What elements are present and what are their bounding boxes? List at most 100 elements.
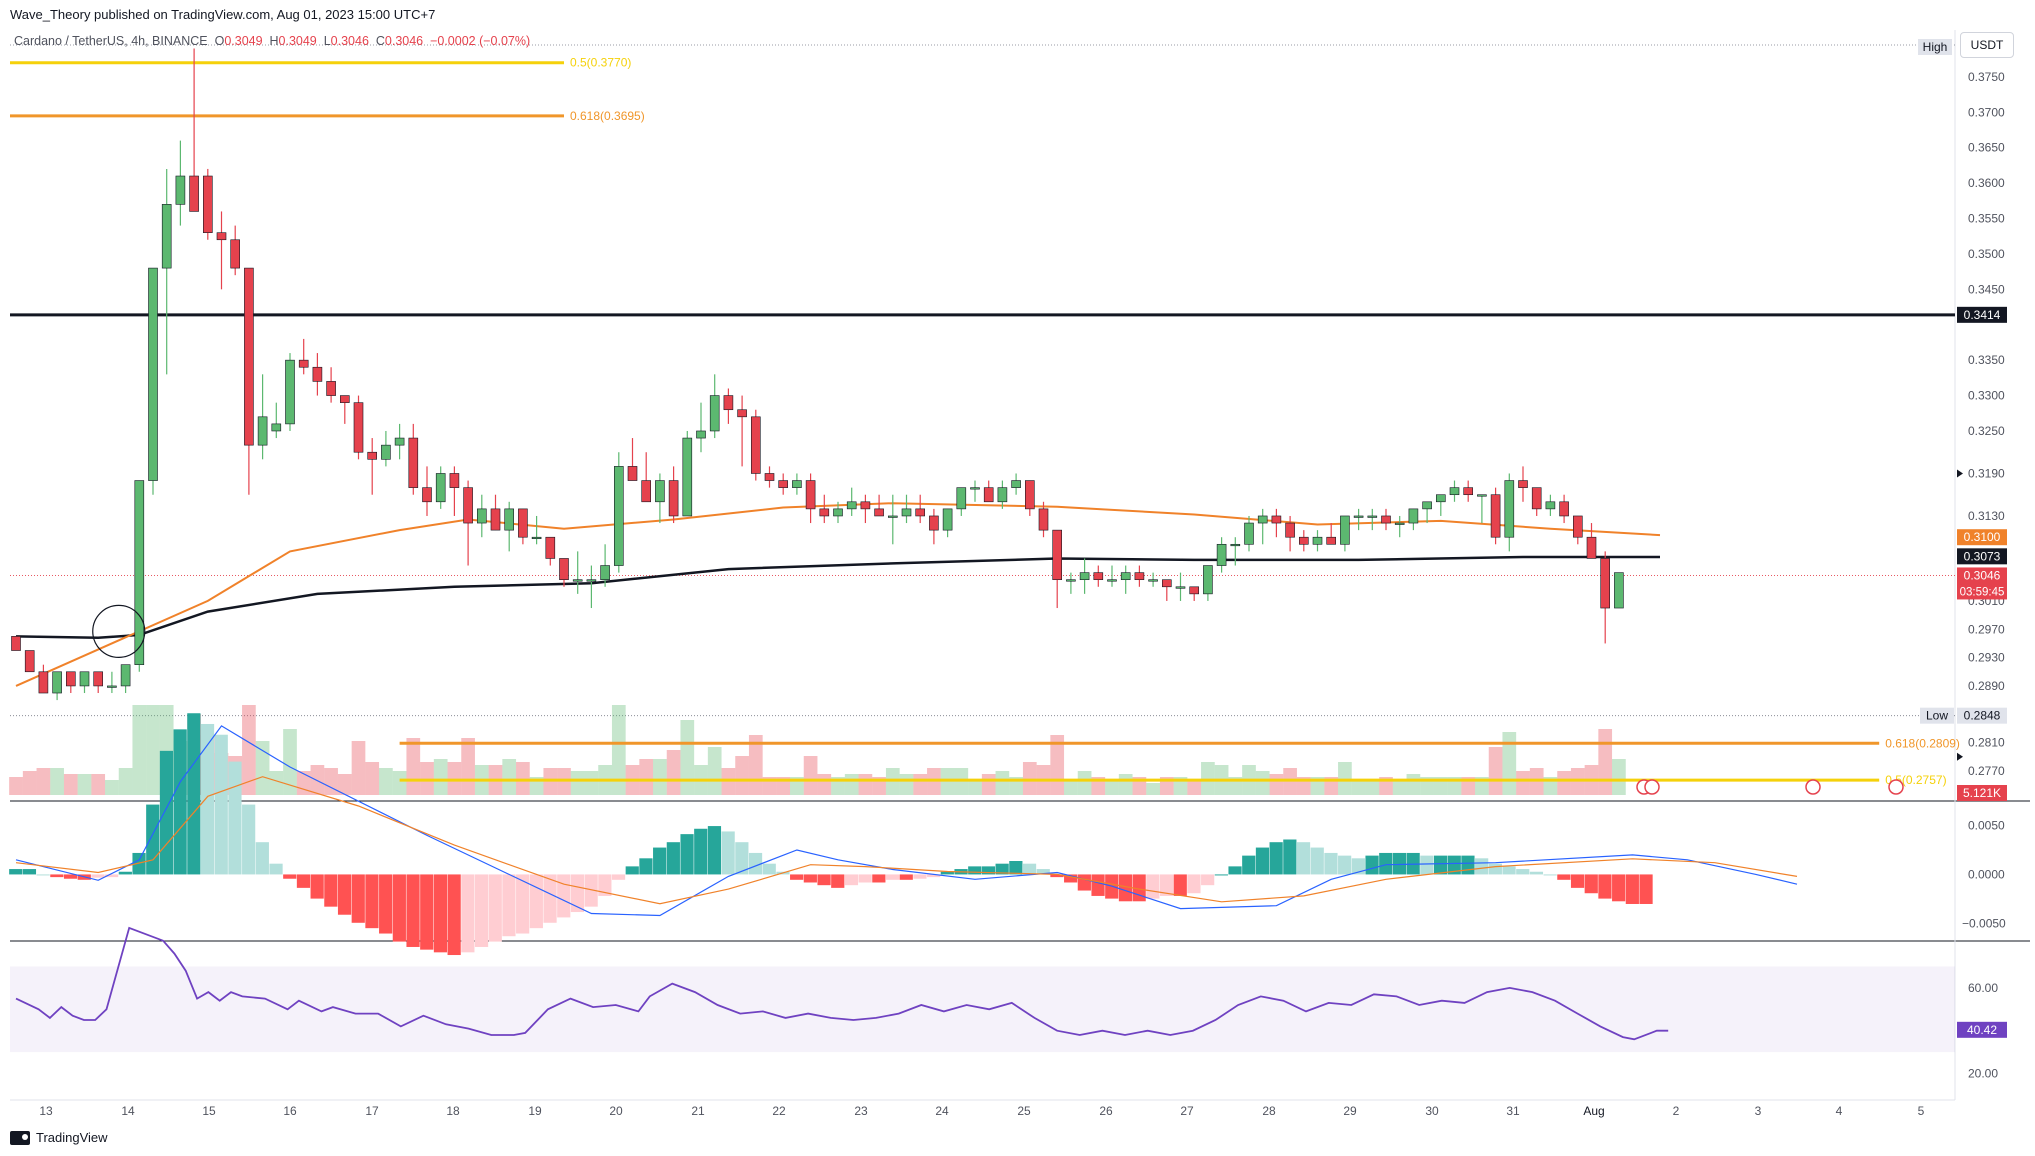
x-tick-label: 16 xyxy=(283,1104,297,1118)
level-price-tag xyxy=(1957,306,2007,323)
price-axis-marker xyxy=(1957,752,1963,761)
macd-histogram-bar xyxy=(927,874,941,878)
volume-bar xyxy=(1612,759,1626,795)
volume-bar xyxy=(666,750,681,795)
candle-body xyxy=(792,480,802,488)
macd-histogram-bar xyxy=(1228,866,1242,875)
macd-histogram-bar xyxy=(995,863,1009,875)
y-tick-label: 0.3130 xyxy=(1968,509,2005,523)
candle-body xyxy=(846,501,857,510)
published-caption: Wave_Theory published on TradingView.com… xyxy=(10,7,436,22)
countdown-text: 03:59:45 xyxy=(1960,586,2005,598)
macd-histogram-bar xyxy=(653,847,667,875)
candle-body xyxy=(915,508,926,517)
volume-bar xyxy=(516,762,530,795)
ema50-line xyxy=(15,502,1661,687)
candle-body xyxy=(1477,494,1487,497)
volume-bar xyxy=(296,771,311,795)
macd-histogram-bar xyxy=(1584,874,1598,894)
y-tick-label: 0.2810 xyxy=(1968,736,2005,750)
candle-body xyxy=(1573,515,1583,538)
macd-histogram-bar xyxy=(1570,874,1585,888)
volume-bar xyxy=(392,771,407,795)
candle-body xyxy=(381,444,391,460)
macd-histogram-bar xyxy=(1351,858,1365,875)
candle-body xyxy=(1025,480,1035,510)
candle-body xyxy=(1436,494,1446,503)
candle-body xyxy=(1271,515,1282,524)
macd-histogram-bar xyxy=(762,863,776,875)
volume-bar xyxy=(1187,780,1202,795)
candle-body xyxy=(600,565,610,581)
macd-histogram-bar xyxy=(598,874,612,896)
macd-histogram-bar xyxy=(1557,874,1571,880)
volume-bar xyxy=(899,774,914,795)
volume-bar xyxy=(379,768,393,795)
macd-histogram-bar xyxy=(721,831,735,875)
rsi-tick-label: 60.00 xyxy=(1968,981,1998,995)
volume-bar xyxy=(337,774,352,795)
candle-body xyxy=(1504,480,1515,538)
y-tick-label: 0.3750 xyxy=(1968,70,2005,84)
candle-body xyxy=(970,487,980,490)
candle-body xyxy=(1586,536,1597,559)
macd-histogram-bar xyxy=(461,874,475,953)
y-tick-label: 0.3300 xyxy=(1968,389,2005,403)
macd-line xyxy=(15,725,1798,917)
candle-body xyxy=(504,508,515,531)
candle-body xyxy=(1340,515,1350,545)
open-value: 0.3049 xyxy=(224,34,263,48)
macd-histogram-bar xyxy=(1242,855,1256,875)
candle-body xyxy=(559,558,569,581)
low-value-tag xyxy=(1957,707,2007,724)
candle-body xyxy=(1093,572,1104,581)
macd-histogram-bar xyxy=(50,874,64,878)
price-tag xyxy=(1957,567,2007,600)
candle-body xyxy=(244,267,254,446)
x-tick-label: 3 xyxy=(1755,1104,1762,1118)
currency-button[interactable]: USDT xyxy=(1960,32,2014,58)
candle-body xyxy=(929,515,939,531)
macd-histogram-bar xyxy=(1009,860,1023,875)
candle-body xyxy=(696,430,706,439)
macd-histogram-bar xyxy=(310,874,324,899)
candle-body xyxy=(819,508,830,517)
macd-histogram-bar xyxy=(625,866,639,875)
volume-bar xyxy=(1118,774,1133,795)
level-price-tag-text: 0.3414 xyxy=(1964,308,2001,322)
candle-body xyxy=(1230,543,1241,547)
macd-histogram-bar xyxy=(694,828,708,875)
macd-histogram-bar xyxy=(1365,855,1379,875)
x-tick-label: 14 xyxy=(121,1104,135,1118)
candle-body xyxy=(983,487,994,503)
x-tick-label: 19 xyxy=(528,1104,542,1118)
y-tick-label: 0.3190 xyxy=(1968,466,2005,480)
macd-histogram-bar xyxy=(913,874,927,879)
macd-histogram-bar xyxy=(817,874,831,886)
brand-name: TradingView xyxy=(36,1130,108,1145)
macd-histogram-bar xyxy=(214,734,228,875)
candle-body xyxy=(1614,572,1624,609)
candle-body xyxy=(161,204,172,269)
candle-body xyxy=(93,671,103,687)
x-tick-label: 30 xyxy=(1425,1104,1439,1118)
volume-bar xyxy=(502,759,517,795)
macd-histogram-bar xyxy=(790,874,804,880)
x-tick-label: Aug xyxy=(1583,1104,1604,1118)
low-tag xyxy=(1920,707,1954,724)
x-tick-label: 28 xyxy=(1262,1104,1276,1118)
candle-body xyxy=(1162,579,1172,588)
volume-bar xyxy=(351,741,366,795)
macd-histogram-bar xyxy=(1324,852,1338,875)
macd-histogram-bar xyxy=(379,874,393,934)
candle-body xyxy=(1394,522,1405,525)
macd-histogram-bar xyxy=(269,863,283,875)
macd-histogram-bar xyxy=(1529,871,1544,875)
macd-histogram-bar xyxy=(557,874,571,918)
macd-histogram-bar xyxy=(1036,869,1050,875)
volume-bar xyxy=(1598,729,1613,795)
candle-body xyxy=(1175,586,1186,589)
candle-body xyxy=(203,175,213,233)
candle-body xyxy=(1326,536,1336,545)
